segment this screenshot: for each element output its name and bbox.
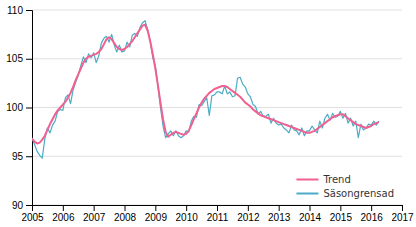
y-tick-label: 110 <box>7 5 23 16</box>
legend: Trend Säsongrensad <box>296 174 394 199</box>
y-tick-label: 100 <box>6 102 23 113</box>
x-tick-label: 2015 <box>330 212 353 223</box>
x-tick: 2008 <box>114 205 137 223</box>
grid-line <box>32 10 402 11</box>
x-tick: 2010 <box>176 205 199 223</box>
legend-label: Trend <box>322 174 350 185</box>
x-tick-mark <box>279 205 280 211</box>
x-tick-mark <box>125 205 126 211</box>
x-tick-label: 2016 <box>361 212 384 223</box>
y-tick: 110 <box>7 5 32 16</box>
x-tick-mark <box>402 205 403 211</box>
series-line <box>32 25 379 144</box>
chart: 2005 2006 2007 2008 2009 2010 2011 2012 2013 2014… <box>0 0 416 227</box>
plot: 2005 2006 2007 2008 2009 2010 2011 2012 2013 2014… <box>6 5 414 223</box>
x-tick: 2012 <box>237 205 260 223</box>
y-tick: 95 <box>12 151 32 162</box>
x-tick-label: 2006 <box>52 212 75 223</box>
y-tick-mark <box>26 59 32 60</box>
x-tick: 2009 <box>145 205 168 223</box>
x-tick-mark <box>310 205 311 211</box>
y-tick: 105 <box>6 53 32 64</box>
legend-swatch <box>296 179 318 181</box>
x-tick-label: 2012 <box>237 212 260 223</box>
legend-swatch <box>296 193 318 195</box>
x-tick-mark <box>371 205 372 211</box>
x-axis-line <box>33 206 403 212</box>
y-tick-label: 95 <box>12 151 24 162</box>
x-tick-label: 2013 <box>268 212 291 223</box>
x-tick-label: 2005 <box>21 212 44 223</box>
x-tick-label: 2009 <box>145 212 168 223</box>
y-tick: 90 <box>12 200 32 211</box>
x-tick-label: 2010 <box>176 212 199 223</box>
x-tick-mark <box>63 205 64 211</box>
x-tick: 2005 <box>21 205 44 223</box>
x-tick: 2007 <box>83 205 106 223</box>
x-tick: 2016 <box>361 205 384 223</box>
y-tick-mark <box>26 108 32 109</box>
x-tick-label: 2014 <box>299 212 322 223</box>
x-tick-mark <box>94 205 95 211</box>
x-tick-label: 2007 <box>83 212 106 223</box>
legend-item: Trend <box>296 174 350 185</box>
legend-label: Säsongrensad <box>323 188 394 199</box>
x-tick: 2006 <box>52 205 75 223</box>
y-tick-label: 105 <box>6 53 23 64</box>
x-tick-mark <box>217 205 218 211</box>
y-tick: 100 <box>6 102 32 113</box>
lines <box>32 21 379 158</box>
x-tick: 2017 <box>391 205 414 223</box>
y-tick-mark <box>26 205 32 206</box>
x-tick-label: 2017 <box>391 212 414 223</box>
x-tick-label: 2008 <box>114 212 137 223</box>
x-tick-mark <box>248 205 249 211</box>
legend-item: Säsongrensad <box>296 188 394 199</box>
x-tick-mark <box>340 205 341 211</box>
x-tick: 2014 <box>299 205 322 223</box>
series-line <box>32 21 379 158</box>
x-tick: 2011 <box>207 205 229 223</box>
grid-line <box>32 156 402 157</box>
y-tick-mark <box>26 10 32 11</box>
x-axis: 2005 2006 2007 2008 2009 2010 2011 2012 2013 2014… <box>21 205 414 223</box>
x-tick-mark <box>155 205 156 211</box>
y-axis: 90 95 100 105 110 <box>6 5 32 211</box>
grid-line <box>32 107 402 108</box>
x-tick: 2013 <box>268 205 291 223</box>
y-axis-line <box>26 11 33 206</box>
y-tick-label: 90 <box>12 200 24 211</box>
x-tick-mark <box>186 205 187 211</box>
x-tick-label: 2011 <box>207 212 229 223</box>
x-tick: 2015 <box>330 205 353 223</box>
grid <box>32 10 402 205</box>
y-tick-mark <box>26 156 32 157</box>
